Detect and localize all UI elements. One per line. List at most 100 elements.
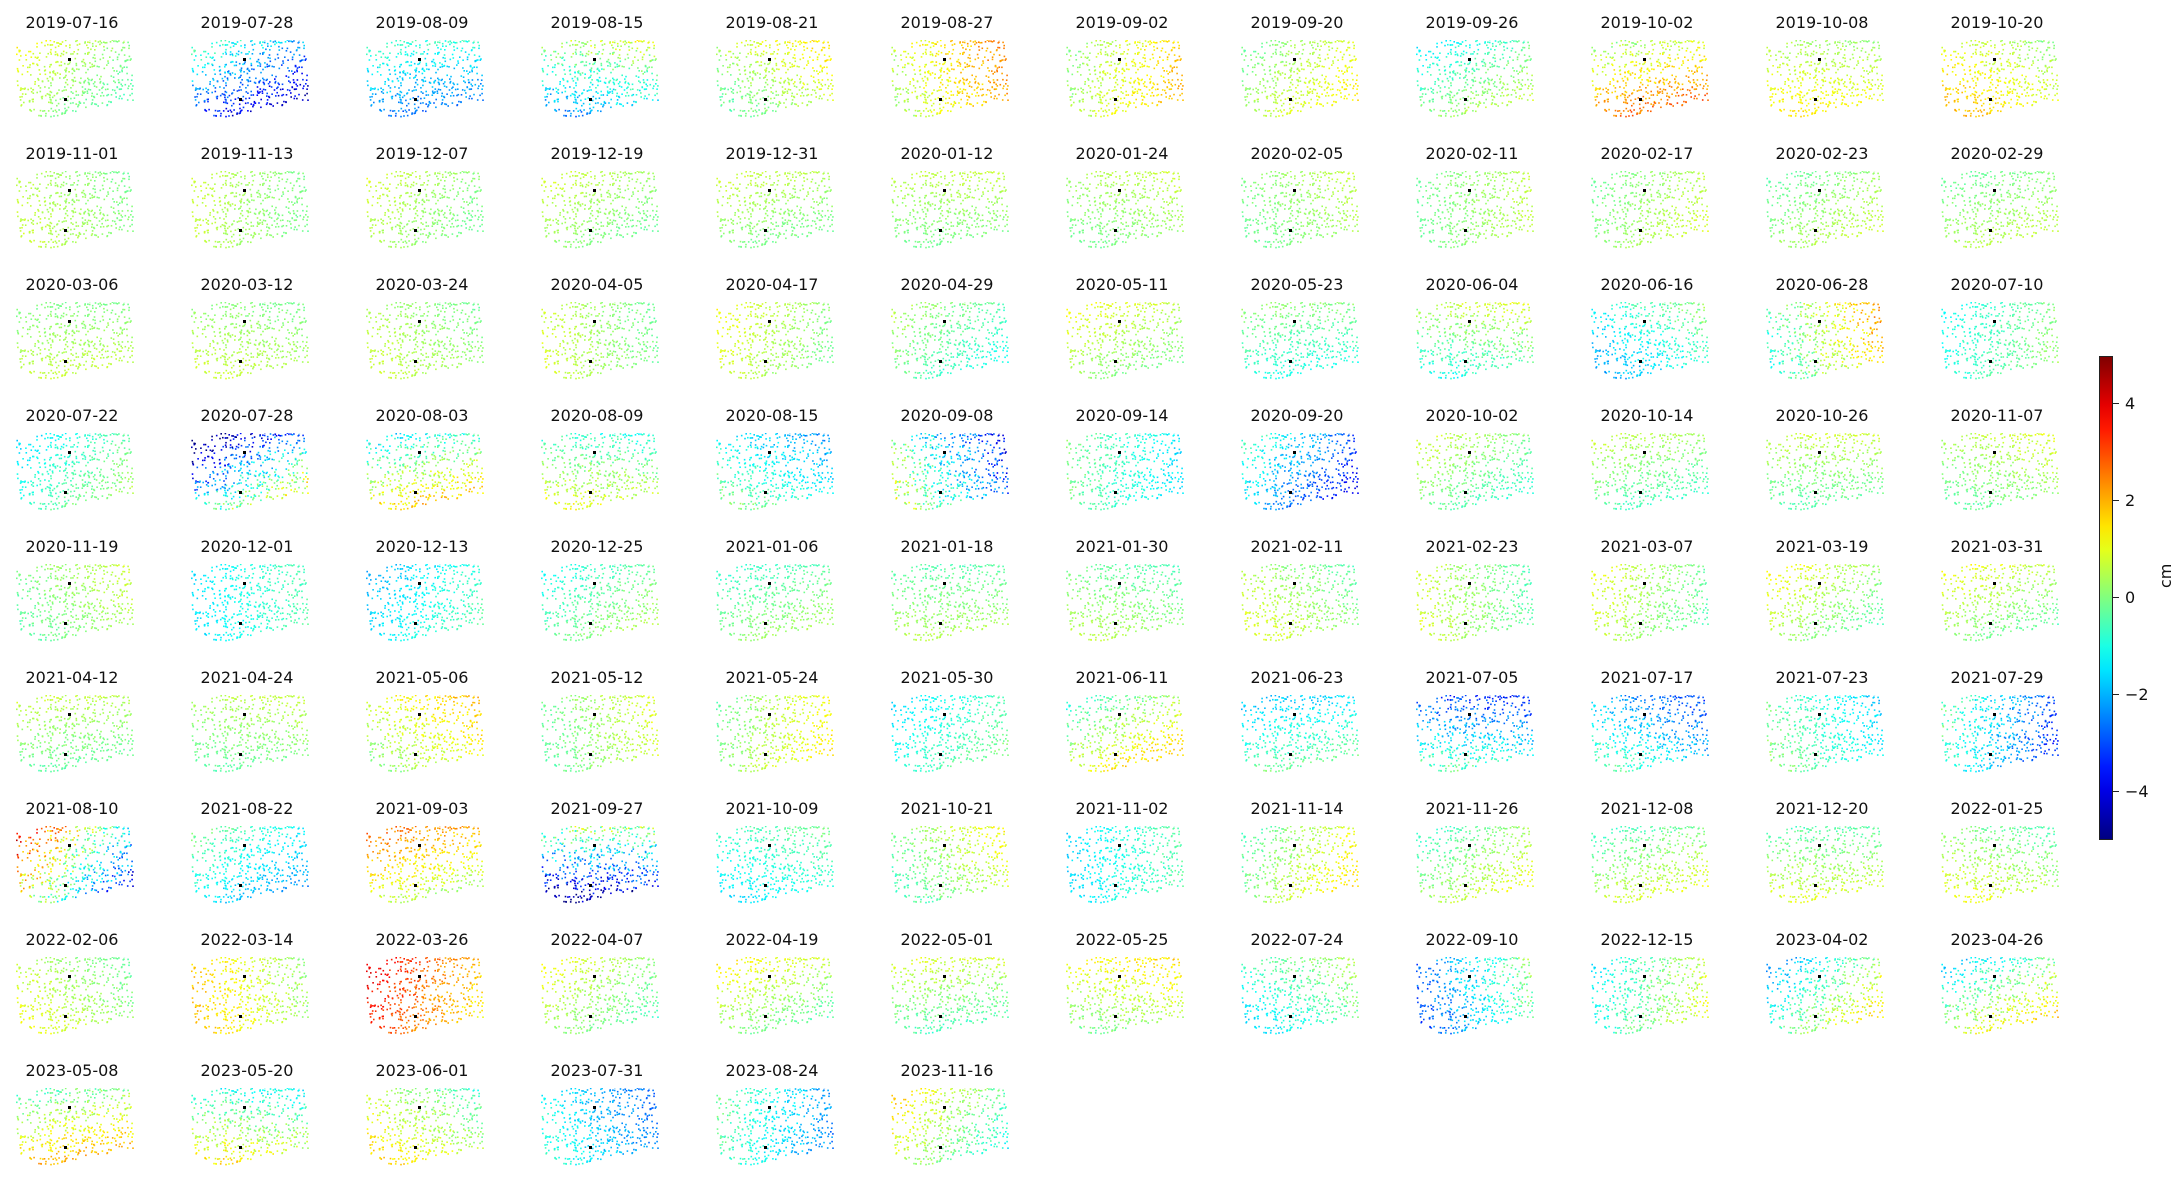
scatter-point <box>729 100 731 102</box>
scatter-point <box>1644 61 1646 63</box>
scatter-point <box>812 40 814 41</box>
scatter-point <box>66 79 68 81</box>
scatter-point <box>1516 86 1518 88</box>
scatter-point <box>544 59 546 61</box>
scatter-point <box>644 71 646 73</box>
scatter-point <box>269 54 271 56</box>
scatter-point <box>1135 63 1137 65</box>
scatter-point <box>1321 93 1323 95</box>
scatter-point <box>1146 104 1148 106</box>
scatter-point <box>1269 45 1271 47</box>
scatter-point <box>612 47 614 49</box>
scatter-point <box>1182 99 1184 101</box>
scatter-point <box>60 55 62 57</box>
scatter-point <box>1492 45 1494 47</box>
scatter-point <box>600 111 602 113</box>
scatter-point <box>119 71 121 73</box>
scatter-point <box>541 54 543 56</box>
scatter-point <box>933 103 935 105</box>
scatter-point <box>99 82 101 84</box>
scatter-point <box>1328 57 1330 59</box>
scatter-point <box>450 41 452 43</box>
scatter-point <box>53 72 55 74</box>
scatter-point <box>415 40 417 41</box>
scatter-point <box>631 42 633 44</box>
scatter-point <box>1140 49 1142 51</box>
scatter-point <box>66 52 68 54</box>
scatter-point <box>245 98 247 100</box>
scatter-point <box>794 65 796 67</box>
scatter-point <box>1445 113 1447 115</box>
scatter-point <box>1172 67 1174 69</box>
scatter-point <box>98 66 100 68</box>
scatter-point <box>774 70 776 72</box>
scatter-point <box>963 89 965 91</box>
scatter-point <box>375 93 377 95</box>
scatter-point <box>1089 52 1091 54</box>
scatter-point <box>1485 72 1487 74</box>
scatter-point <box>784 41 786 43</box>
scatter-point <box>905 51 907 53</box>
scatter-point <box>416 52 418 54</box>
scatter-point <box>594 61 596 63</box>
scatter-point <box>41 96 43 98</box>
scatter-point <box>1247 74 1249 76</box>
scatter-point <box>235 55 237 57</box>
scatter-point <box>1427 89 1429 91</box>
scatter-point <box>1339 82 1341 84</box>
scatter-point <box>590 82 592 84</box>
scatter-point <box>205 74 207 76</box>
scatter-point <box>1118 96 1120 98</box>
scatter-point <box>1705 59 1707 61</box>
scatter-point <box>1490 89 1492 91</box>
scatter-point <box>1684 56 1686 58</box>
scatter-point <box>603 94 605 96</box>
scatter-point <box>1288 51 1290 53</box>
scatter-point <box>1107 61 1109 63</box>
scatter-point <box>755 110 757 112</box>
scatter-point <box>225 91 227 93</box>
scatter-point <box>1436 43 1438 45</box>
scatter-point <box>1354 95 1356 97</box>
scatter-point <box>1662 47 1664 49</box>
scatter-point <box>1095 40 1097 42</box>
scatter-point <box>821 88 823 90</box>
scatter-point <box>265 89 267 91</box>
scatter-point <box>571 56 573 58</box>
scatter-point <box>251 94 253 96</box>
scatter-point <box>1646 91 1648 93</box>
scatter-point <box>400 44 402 46</box>
scatter-point <box>1450 51 1452 53</box>
scatter-point <box>1440 110 1442 112</box>
scatter-point <box>1463 54 1465 56</box>
scatter-point <box>739 73 741 75</box>
scatter-point <box>960 65 962 67</box>
scatter-point <box>235 43 237 45</box>
scatter-point <box>765 40 767 41</box>
scatter-point <box>427 106 429 108</box>
scatter-point <box>271 86 273 88</box>
scatter-point <box>1100 51 1102 53</box>
scatter-point <box>1467 64 1469 66</box>
scatter-point <box>1303 49 1305 51</box>
scatter-point <box>982 88 984 90</box>
scatter-point <box>1316 64 1318 66</box>
scatter-point <box>50 51 52 53</box>
scatter-point <box>472 47 474 49</box>
scatter-point <box>1099 72 1101 74</box>
scatter-point <box>628 82 630 84</box>
scatter-point <box>791 93 793 95</box>
scatter-point <box>1167 59 1169 61</box>
scatter-point <box>1162 59 1164 61</box>
scatter-point <box>1241 47 1243 49</box>
scatter-point <box>592 84 594 86</box>
scatter-point <box>583 103 585 105</box>
scatter-point <box>1672 105 1674 107</box>
scatter-point <box>775 58 777 60</box>
scatter-point <box>1275 40 1277 41</box>
scatter-point <box>204 100 206 102</box>
scatter-point <box>559 81 561 83</box>
scatter-point <box>807 104 809 106</box>
scatter-point <box>1128 49 1130 51</box>
scatter-point <box>455 89 457 91</box>
